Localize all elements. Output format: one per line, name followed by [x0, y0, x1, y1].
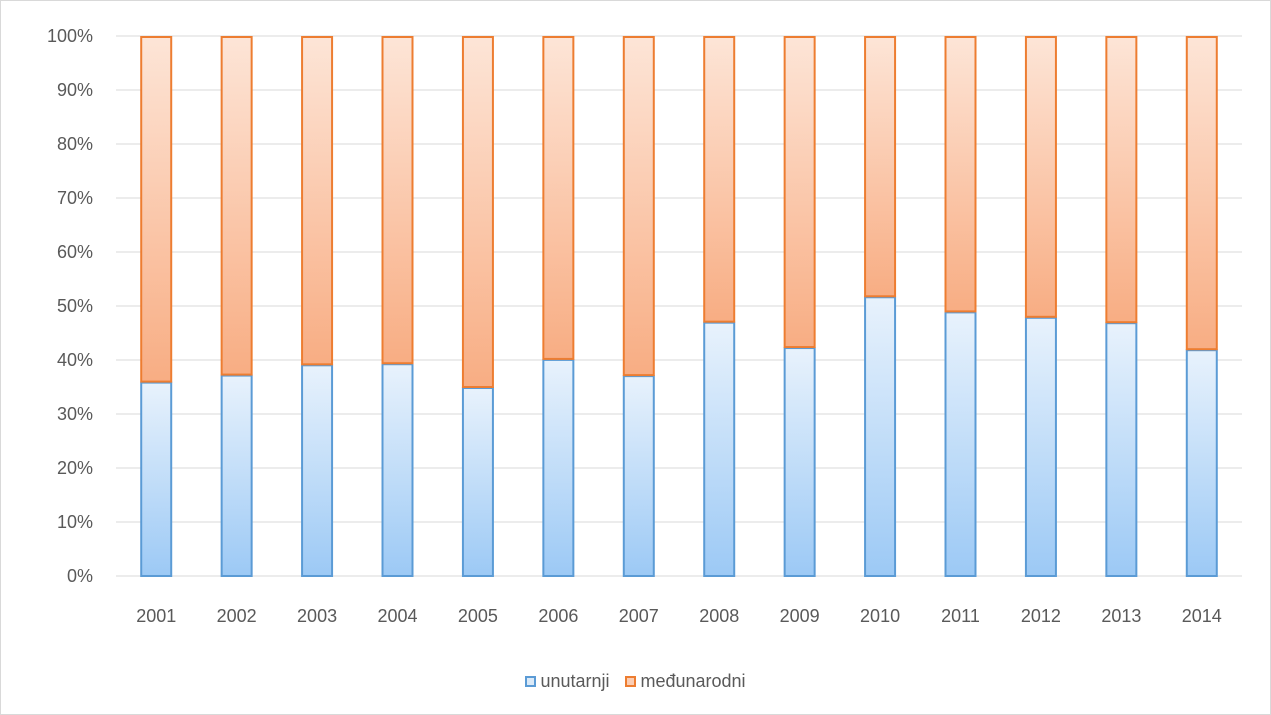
y-tick-label: 80%	[57, 134, 93, 154]
bar-medunarodni-2013	[1105, 36, 1138, 324]
x-tick-label: 2002	[217, 606, 257, 626]
x-tick-label: 2012	[1021, 606, 1061, 626]
y-tick-label: 40%	[57, 350, 93, 370]
x-tick-label: 2004	[377, 606, 417, 626]
x-tick-label: 2005	[458, 606, 498, 626]
bar-medunarodni-2010	[864, 36, 897, 298]
bar-medunarodni-2003	[301, 36, 334, 366]
bar-medunarodni-2011	[944, 36, 977, 313]
bar-unutarnji-2005	[461, 387, 494, 577]
bar-medunarodni-2005	[461, 36, 494, 388]
y-tick-label: 90%	[57, 80, 93, 100]
bars	[140, 36, 1218, 578]
x-tick-label: 2007	[619, 606, 659, 626]
legend: unutarnji međunarodni	[0, 668, 1271, 694]
bar-unutarnji-2009	[783, 347, 816, 578]
x-tick-label: 2006	[538, 606, 578, 626]
bar-unutarnji-2011	[944, 311, 977, 577]
bar-unutarnji-2004	[381, 363, 414, 577]
legend-swatch-unutarnji	[525, 675, 537, 687]
legend-item-unutarnji: unutarnji	[525, 671, 609, 692]
bar-medunarodni-2007	[622, 36, 655, 377]
bar-unutarnji-2003	[301, 364, 334, 577]
y-tick-label: 50%	[57, 296, 93, 316]
y-tick-label: 20%	[57, 458, 93, 478]
bar-medunarodni-2012	[1024, 36, 1057, 318]
bar-unutarnji-2002	[220, 374, 253, 577]
y-tick-label: 100%	[47, 26, 93, 46]
bar-medunarodni-2001	[140, 36, 173, 383]
bar-unutarnji-2007	[622, 375, 655, 577]
x-tick-label: 2009	[780, 606, 820, 626]
legend-item-medunarodni: međunarodni	[625, 670, 746, 692]
bar-unutarnji-2012	[1024, 316, 1057, 577]
bar-unutarnji-2006	[542, 358, 575, 578]
x-tick-label: 2008	[699, 606, 739, 626]
x-tick-label: 2003	[297, 606, 337, 626]
bar-unutarnji-2010	[864, 296, 897, 577]
gridlines	[116, 35, 1242, 577]
bar-medunarodni-2008	[703, 36, 736, 323]
bar-medunarodni-2009	[783, 36, 816, 349]
y-tick-label: 70%	[57, 188, 93, 208]
x-tick-label: 2011	[941, 606, 980, 626]
bar-medunarodni-2006	[542, 36, 575, 360]
bar-medunarodni-2004	[381, 36, 414, 365]
bar-medunarodni-2002	[220, 36, 253, 376]
y-tick-label: 10%	[57, 512, 93, 532]
y-tick-label: 60%	[57, 242, 93, 262]
y-axis-tick-labels: 0% 10% 20% 30% 40% 50% 60% 70% 80% 90% 100%	[47, 26, 93, 586]
bar-unutarnji-2001	[140, 381, 173, 577]
x-tick-label: 2014	[1182, 606, 1222, 626]
y-tick-label: 30%	[57, 404, 93, 424]
bar-unutarnji-2008	[703, 321, 736, 577]
legend-label-unutarnji: unutarnji	[540, 670, 610, 691]
x-tick-label: 2010	[860, 606, 900, 626]
bar-medunarodni-2014	[1185, 36, 1218, 351]
legend-swatch-medunarodni	[625, 675, 637, 687]
y-tick-label: 0%	[67, 566, 93, 586]
bar-unutarnji-2014	[1185, 349, 1218, 578]
x-axis-tick-labels: 2001 2002 2003 2004 2005 2006 2007 2008 2009 2010…	[136, 606, 1222, 626]
legend-label-medunarodni: međunarodni	[640, 670, 746, 691]
bar-unutarnji-2013	[1105, 322, 1138, 578]
x-tick-label: 2013	[1101, 606, 1141, 626]
x-tick-label: 2001	[136, 606, 176, 626]
